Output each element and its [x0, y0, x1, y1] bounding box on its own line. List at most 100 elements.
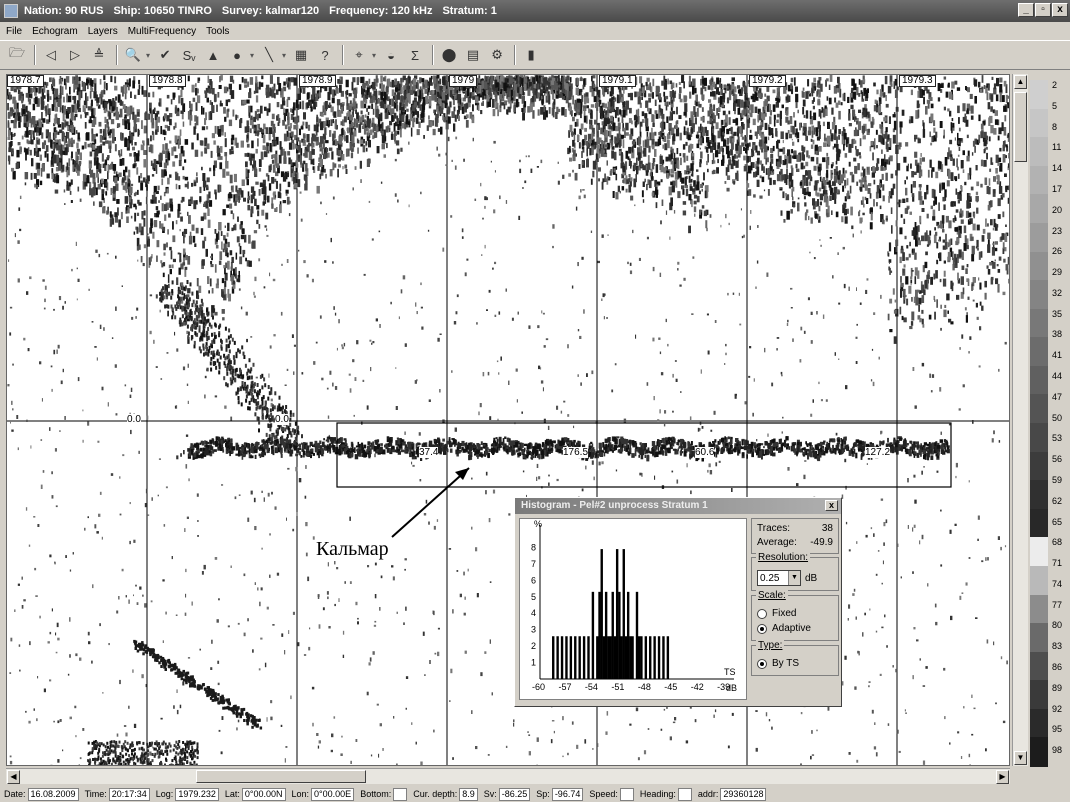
shape-icon[interactable]: ◒ — [387, 47, 395, 63]
status-label: Lat: — [224, 789, 240, 799]
vertical-scrollbar[interactable]: ▲ ▼ — [1012, 74, 1028, 766]
status-value: 0°00.00N — [241, 787, 286, 801]
histogram-bar — [618, 591, 621, 679]
resolution-select[interactable]: 0.25 ▼ — [757, 570, 801, 586]
color-swatch — [1030, 137, 1048, 167]
echogram-canvas[interactable] — [7, 75, 1010, 766]
type-by-ts-radio[interactable]: By TS — [757, 656, 833, 671]
status-value: 16.08.2009 — [27, 787, 79, 801]
status-value — [677, 787, 692, 801]
histogram-dialog[interactable]: Histogram - Pel#2 unprocess Stratum 1 x … — [514, 497, 842, 707]
record-icon[interactable]: ⬤ — [441, 47, 457, 62]
depth-tick: 86 — [1052, 662, 1063, 673]
scale-fixed-radio[interactable]: Fixed — [757, 606, 833, 621]
color-swatch — [1030, 80, 1048, 110]
table-icon[interactable]: ▤ — [466, 47, 480, 62]
help-icon[interactable]: ? — [321, 47, 329, 63]
histogram-bar — [578, 636, 581, 679]
status-value: 8.9 — [459, 787, 478, 801]
histogram-close-button[interactable]: x — [825, 500, 838, 511]
histogram-bar — [653, 636, 656, 679]
line-value-label: 0.0 — [275, 414, 289, 425]
radio-selected-icon — [757, 623, 767, 634]
histogram-bar — [604, 591, 608, 679]
next-icon[interactable]: ▷ — [70, 47, 80, 62]
horizontal-scrollbar[interactable]: ◀ ▶ — [6, 768, 1010, 784]
pen-icon[interactable]: ╲ — [265, 47, 273, 62]
depth-tick: 35 — [1052, 308, 1063, 319]
resolution-group: Resolution: 0.25 ▼ dB — [751, 552, 839, 591]
echogram-view[interactable]: 1978.7 1978.8 1978.9 1979 1979.1 1979.2 … — [6, 74, 1010, 766]
select-icon[interactable]: ⌖ — [355, 47, 363, 62]
histogram-chart: % 8 7 6 5 4 3 2 1 -60 -57 -54 -51 -48 -45 -42 -39 TS dB — [531, 519, 737, 693]
menu-multifrequency[interactable]: MultiFrequency — [127, 25, 197, 37]
toolbar-separator — [116, 45, 118, 65]
depth-tick: 41 — [1052, 350, 1063, 361]
x-tick-label: -45 — [664, 682, 677, 692]
status-label: Heading: — [639, 789, 676, 799]
color-swatch — [1030, 623, 1048, 653]
scale-label: Scale: — [756, 590, 788, 601]
scroll-up-icon[interactable]: ▲ — [1014, 75, 1027, 89]
close-button[interactable]: x — [1052, 3, 1068, 17]
histogram-title-bar[interactable]: Histogram - Pel#2 unprocess Stratum 1 x — [515, 498, 841, 514]
config-icon[interactable]: ⚙ — [491, 47, 503, 62]
horizontal-scroll-thumb[interactable] — [196, 770, 366, 783]
sv-icon[interactable]: Sᵥ — [182, 47, 196, 63]
prev-icon[interactable]: ◁ — [46, 47, 56, 62]
minimize-button[interactable]: _ — [1018, 3, 1034, 17]
select-dropdown-icon[interactable]: ▾ — [372, 50, 377, 60]
menu-layers[interactable]: Layers — [87, 25, 118, 37]
title-survey: Survey: kalmar120 — [221, 5, 320, 17]
scroll-right-icon[interactable]: ▶ — [996, 770, 1009, 784]
log-label: 1979.2 — [749, 75, 786, 87]
open-icon[interactable]: 🗁 — [8, 45, 26, 60]
grid-icon[interactable]: ▦ — [294, 47, 308, 62]
menu-tools[interactable]: Tools — [206, 25, 230, 37]
toolbar-separator — [34, 45, 36, 65]
zoom-dropdown-icon[interactable]: ▾ — [146, 50, 151, 60]
exit-icon[interactable]: ▮ — [527, 47, 535, 62]
status-value — [619, 787, 634, 801]
color-swatch — [1030, 222, 1048, 253]
histogram-bar — [596, 636, 599, 679]
depth-tick: 98 — [1052, 745, 1063, 756]
color-swatch — [1030, 365, 1048, 396]
type-group: Type: By TS — [751, 640, 839, 676]
check-icon[interactable]: ✔ — [159, 47, 171, 62]
globe-icon[interactable]: ● — [233, 47, 241, 63]
stack-icon[interactable]: ≜ — [93, 47, 105, 62]
status-value: 0°00.00E — [311, 787, 355, 801]
status-value — [393, 787, 408, 801]
y-tick-label: 6 — [531, 575, 536, 585]
zoom-icon[interactable]: 🔍 — [124, 47, 142, 62]
depth-tick: 29 — [1052, 267, 1063, 278]
menu-echogram[interactable]: Echogram — [32, 25, 78, 37]
y-tick-label: 2 — [531, 641, 536, 651]
scale-adaptive-radio[interactable]: Adaptive — [757, 621, 833, 636]
sigma-icon[interactable]: Σ — [411, 47, 420, 63]
globe-dropdown-icon[interactable]: ▾ — [250, 50, 255, 60]
color-swatch — [1030, 737, 1048, 767]
peak-icon[interactable]: ▲ — [206, 47, 220, 63]
histogram-bar — [662, 636, 665, 679]
chevron-down-icon[interactable]: ▼ — [788, 571, 800, 585]
scroll-left-icon[interactable]: ◀ — [7, 770, 20, 784]
pen-dropdown-icon[interactable]: ▾ — [282, 50, 287, 60]
status-bar: Date: 16.08.2009 Time: 20:17:34 Log: 1979.232… — [0, 786, 1070, 802]
histogram-bar — [552, 636, 555, 679]
y-tick-label: 3 — [531, 625, 536, 635]
depth-tick: 5 — [1052, 100, 1058, 111]
histogram-plot: % 8 7 6 5 4 3 2 1 -60 -57 -54 -51 -48 -45 -42 -39 TS dB — [519, 518, 747, 700]
status-label: Speed: — [589, 789, 618, 799]
vertical-scroll-thumb[interactable] — [1014, 92, 1027, 162]
title-nation: Nation: 90 RUS — [24, 5, 104, 17]
color-swatch — [1030, 565, 1048, 596]
histogram-bar — [626, 591, 630, 679]
color-swatch — [1030, 451, 1048, 482]
y-tick-label: 1 — [531, 658, 536, 668]
restore-button[interactable]: ▫ — [1035, 3, 1051, 17]
scroll-down-icon[interactable]: ▼ — [1014, 751, 1027, 765]
toolbar-separator — [514, 45, 517, 65]
menu-file[interactable]: File — [6, 25, 23, 37]
